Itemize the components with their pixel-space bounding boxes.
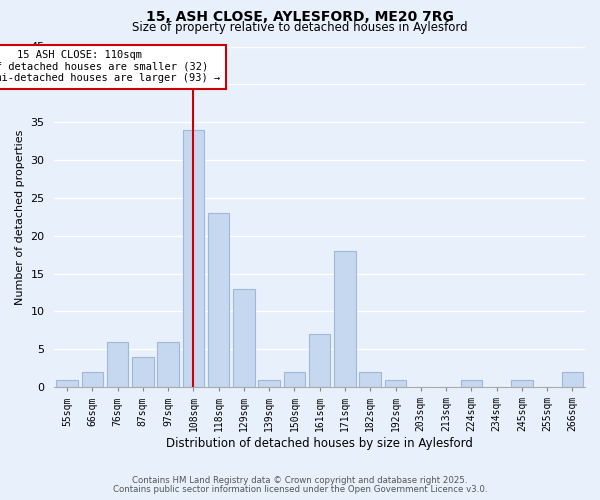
Y-axis label: Number of detached properties: Number of detached properties xyxy=(15,129,25,304)
Bar xyxy=(132,357,154,387)
Bar xyxy=(157,342,179,387)
Bar xyxy=(233,289,254,387)
Text: Size of property relative to detached houses in Aylesford: Size of property relative to detached ho… xyxy=(132,21,468,34)
Bar xyxy=(309,334,331,387)
Bar xyxy=(334,251,356,387)
Bar xyxy=(562,372,583,387)
Bar xyxy=(284,372,305,387)
Bar xyxy=(82,372,103,387)
Text: 15 ASH CLOSE: 110sqm
← 26% of detached houses are smaller (32)
74% of semi-detac: 15 ASH CLOSE: 110sqm ← 26% of detached h… xyxy=(0,50,220,84)
Text: Contains public sector information licensed under the Open Government Licence v3: Contains public sector information licen… xyxy=(113,484,487,494)
Bar xyxy=(208,213,229,387)
Bar xyxy=(511,380,533,387)
Text: 15, ASH CLOSE, AYLESFORD, ME20 7RG: 15, ASH CLOSE, AYLESFORD, ME20 7RG xyxy=(146,10,454,24)
Bar xyxy=(461,380,482,387)
Bar xyxy=(385,380,406,387)
Bar xyxy=(107,342,128,387)
Bar xyxy=(259,380,280,387)
Text: Contains HM Land Registry data © Crown copyright and database right 2025.: Contains HM Land Registry data © Crown c… xyxy=(132,476,468,485)
Bar xyxy=(182,130,204,387)
Bar xyxy=(56,380,78,387)
X-axis label: Distribution of detached houses by size in Aylesford: Distribution of detached houses by size … xyxy=(166,437,473,450)
Bar xyxy=(359,372,381,387)
